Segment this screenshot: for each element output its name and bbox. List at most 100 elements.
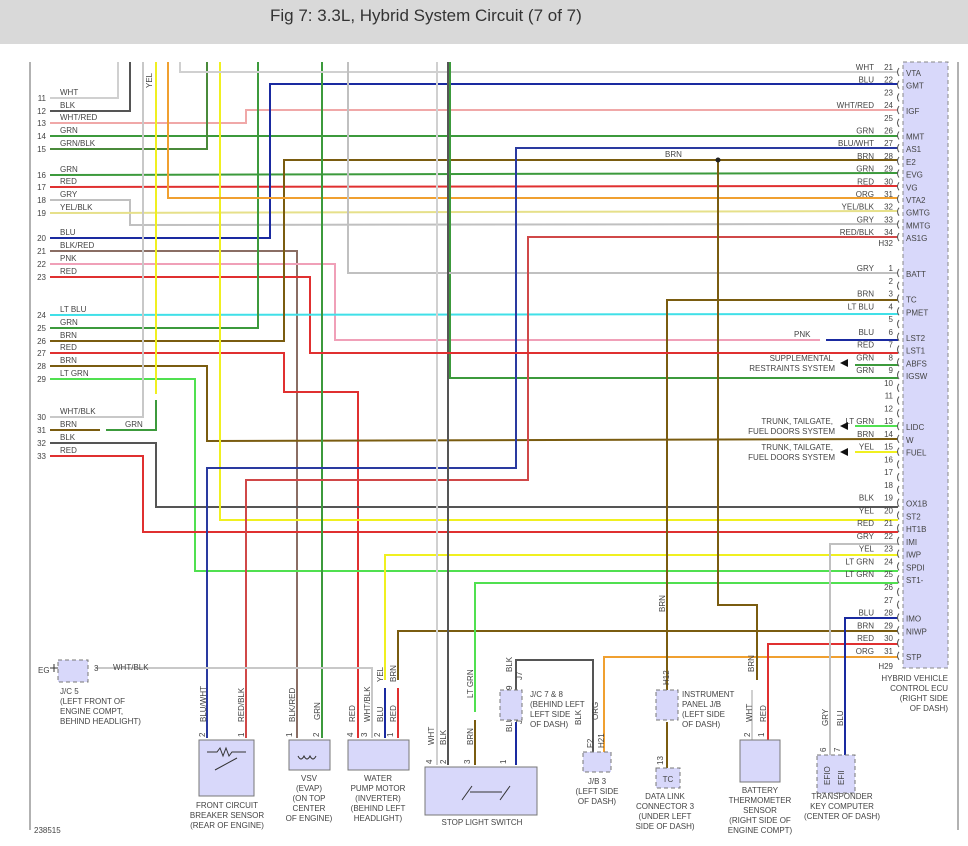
connector-cavity-icon xyxy=(897,118,900,128)
left-pin-number: 21 xyxy=(37,247,46,256)
ecu-pin-number: 33 xyxy=(884,215,893,224)
ground-icon xyxy=(50,664,58,672)
vertical-wire-label: RED xyxy=(348,705,357,722)
ecu-wire-label: ORG xyxy=(856,190,874,199)
connector-cavity-icon xyxy=(897,613,900,622)
ecu-terminal-label: GMT xyxy=(906,82,924,91)
connector-cavity-icon xyxy=(897,574,900,584)
component-pin-number: 9 xyxy=(505,685,514,690)
transponder-key-computer-label: TRANSPONDER xyxy=(811,792,873,801)
vertical-wire-label: GRY xyxy=(821,708,830,726)
ecu-wire-label: YEL xyxy=(859,506,875,515)
left-wire-label: YEL/BLK xyxy=(60,203,93,212)
ecu-pin-number: 31 xyxy=(884,647,893,656)
left-wire-label: RED xyxy=(60,177,77,186)
left-wire-label: GRN xyxy=(60,165,78,174)
wire xyxy=(50,109,898,124)
ecu-wire-label: BLU xyxy=(858,328,874,337)
ecu-terminal-label: IMI xyxy=(906,538,917,547)
wire xyxy=(49,172,899,176)
sensor-switch-icon xyxy=(207,746,246,771)
wire xyxy=(50,365,899,443)
ecu-pin-number: 13 xyxy=(884,417,893,426)
wire xyxy=(49,210,899,214)
connector-cavity-icon xyxy=(897,472,900,482)
coil-icon xyxy=(297,754,317,760)
wire xyxy=(767,643,898,740)
ecu-terminal-label: LST2 xyxy=(906,334,926,343)
wire xyxy=(50,62,144,418)
left-pin-number: 33 xyxy=(37,452,46,461)
left-wire-label: BLK xyxy=(60,433,76,442)
wire xyxy=(219,62,898,521)
wire xyxy=(50,159,898,342)
left-wire-label: BRN xyxy=(60,420,77,429)
ecu-pin-number: 18 xyxy=(884,481,893,490)
ecu-terminal-label: EVG xyxy=(906,171,923,180)
component-pin-number: 13 xyxy=(656,756,665,765)
connector-cavity-icon xyxy=(897,498,900,507)
water-pump-motor-label: (INVERTER) xyxy=(355,794,401,803)
ecu-pin-number: 3 xyxy=(889,290,894,299)
vertical-wire-label: BLK/RED xyxy=(288,688,297,722)
ecu-terminal-label: VG xyxy=(906,183,918,192)
wire xyxy=(50,442,898,508)
ecu-wire-label: RED/BLK xyxy=(840,228,875,237)
splice-dot xyxy=(715,157,721,163)
left-wire-label: RED xyxy=(60,267,77,276)
component-pin-number: 1 xyxy=(499,759,508,764)
connector-cavity-icon xyxy=(897,169,900,178)
ecu-terminal-label: MMTG xyxy=(906,221,930,230)
ecu-terminal-label: IWP xyxy=(906,551,921,560)
wire xyxy=(206,147,898,738)
vertical-wire-label: BLK xyxy=(439,729,448,745)
jb3-label: OF DASH) xyxy=(578,797,617,806)
ecu-wire-label: GRN xyxy=(856,366,874,375)
ecu-wire-label: GRY xyxy=(857,264,875,273)
connector-cavity-icon xyxy=(897,294,900,303)
vertical-wire-label: RED xyxy=(389,705,398,722)
connector-cavity-icon xyxy=(897,93,900,102)
wire xyxy=(50,455,898,533)
left-pin-number: 19 xyxy=(37,209,46,218)
ecu-wire-label: RED xyxy=(857,634,874,643)
ecu-pin-number: 14 xyxy=(884,430,893,439)
ecu-pin-number: 2 xyxy=(889,277,894,286)
left-pin-number: 17 xyxy=(37,183,46,192)
terminal-tc-label: TC xyxy=(663,775,674,784)
wire xyxy=(844,617,898,755)
ecu-terminal-label: VTA xyxy=(906,69,922,78)
connector-cavity-icon xyxy=(897,625,900,635)
left-wire-label: BLU xyxy=(60,228,76,237)
left-wire-label: WHT/RED xyxy=(60,113,98,122)
vsv-label: OF ENGINE) xyxy=(286,814,333,823)
connector-cavity-icon xyxy=(897,332,900,342)
wire-label-wht-blk: WHT/BLK xyxy=(113,663,149,672)
left-pin-number: 23 xyxy=(37,273,46,282)
left-wire-label: BRN xyxy=(60,331,77,340)
instrument-panel-jb-label: PANEL J/B xyxy=(682,700,721,709)
transponder-key-computer-label: (CENTER OF DASH) xyxy=(804,812,880,821)
water-pump-motor-label: (BEHIND LEFT xyxy=(351,804,406,813)
ecu-pin-number: 21 xyxy=(884,519,893,528)
ecu-pin-number: 4 xyxy=(889,302,894,311)
wire xyxy=(106,400,157,431)
left-pin-number: 24 xyxy=(37,311,46,320)
ecu-wire-label: LT BLU xyxy=(848,302,875,311)
ecu-pin-number: 11 xyxy=(885,392,894,401)
component-pin-number: 6 xyxy=(819,747,828,752)
wire-label-brn: BRN xyxy=(665,150,682,159)
ecu-wire-label: YEL/BLK xyxy=(842,203,875,212)
water-pump-motor-label: PUMP MOTOR xyxy=(351,784,406,793)
component-pin-number: 2 xyxy=(743,732,752,737)
left-wire-label: LT GRN xyxy=(60,369,89,378)
ecu-terminal-label: STP xyxy=(906,653,922,662)
ecu-wire-label: BRN xyxy=(857,290,874,299)
left-wire-label: GRN xyxy=(60,318,78,327)
ecu-wire-label: GRN xyxy=(856,165,874,174)
ecu-pin-number: 12 xyxy=(884,404,893,413)
jc5-label: J/C 5 xyxy=(60,687,79,696)
connector-cavity-icon xyxy=(897,207,900,216)
ecu-terminal-label: VTA2 xyxy=(906,196,926,205)
data-link-connector-3-label: DATA LINK xyxy=(645,792,685,801)
